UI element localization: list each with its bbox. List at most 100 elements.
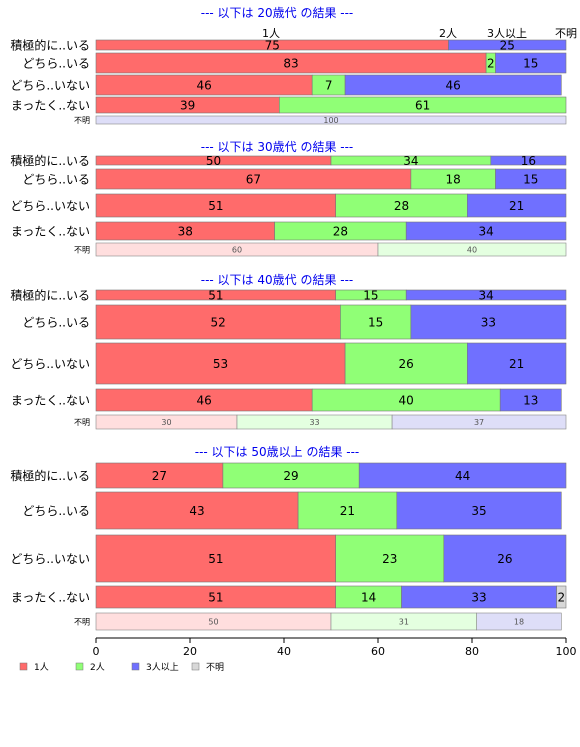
bar-segment xyxy=(95,491,299,530)
row-label: どちら..いる xyxy=(22,57,90,71)
unknown-segment-label: 60 xyxy=(232,246,242,255)
bar-segment xyxy=(340,304,412,340)
unknown-segment-label: 37 xyxy=(474,418,484,427)
row-label: まったく..ない xyxy=(11,225,90,239)
bar-segment-label: 2 xyxy=(487,57,495,71)
group-title: --- 以下は 20歳代 の結果 --- xyxy=(201,6,354,20)
bar-segment-label: 51 xyxy=(208,289,223,303)
x-tick-label: 100 xyxy=(556,645,577,658)
bar-segment xyxy=(443,534,567,583)
bar-segment xyxy=(490,155,567,166)
row-label: まったく..ない xyxy=(11,591,90,605)
bar-segment-label: 16 xyxy=(521,154,536,168)
unknown-segment-label: 40 xyxy=(467,246,477,255)
bar-segment xyxy=(405,289,567,301)
bar-segment-label: 13 xyxy=(523,394,538,408)
unknown-segment-label: 50 xyxy=(208,618,218,627)
legend-swatch xyxy=(191,662,200,671)
row-label: まったく..ない xyxy=(11,394,90,408)
top-category-label: 2人 xyxy=(439,27,457,40)
unknown-segment-label: 18 xyxy=(514,618,524,627)
legend-swatch xyxy=(19,662,28,671)
bar-segment xyxy=(466,342,567,385)
bar-segment-label: 18 xyxy=(446,173,461,187)
group-title: --- 以下は 50歳以上 の結果 --- xyxy=(195,445,360,459)
group-title: --- 以下は 40歳代 の結果 --- xyxy=(201,273,354,287)
row-label: どちら..いない xyxy=(10,199,90,213)
bar-segment-label: 67 xyxy=(246,173,261,187)
top-category-label: 3人以上 xyxy=(487,27,527,40)
x-tick-label: 20 xyxy=(183,645,197,658)
bar-segment-label: 15 xyxy=(523,173,538,187)
bar-segment-label: 23 xyxy=(382,552,397,566)
bar-segment-label: 46 xyxy=(196,394,211,408)
bar-segment-label: 26 xyxy=(497,552,512,566)
bar-segment-label: 7 xyxy=(325,79,333,93)
bar-segment-label: 25 xyxy=(500,39,515,53)
bar-segment-label: 27 xyxy=(152,469,167,483)
bar-segment-label: 28 xyxy=(333,225,348,239)
bar-segment-label: 51 xyxy=(208,552,223,566)
bar-segment xyxy=(95,342,346,385)
x-tick-label: 80 xyxy=(465,645,479,658)
bar-segment xyxy=(344,74,562,96)
bar-segment-label: 52 xyxy=(211,316,226,330)
x-tick-label: 60 xyxy=(371,645,385,658)
bar-segment xyxy=(358,462,567,489)
bar-segment-label: 39 xyxy=(180,99,195,113)
bar-segment-label: 44 xyxy=(455,469,470,483)
bar-segment xyxy=(95,304,341,340)
bar-segment-label: 46 xyxy=(446,79,461,93)
bar-segment xyxy=(499,388,562,412)
bar-segment-label: 43 xyxy=(189,504,204,518)
group-title: --- 以下は 30歳代 の結果 --- xyxy=(201,140,354,154)
bar-segment xyxy=(448,39,567,51)
bar-segment-label: 35 xyxy=(471,504,486,518)
unknown-bar-segment xyxy=(391,414,567,430)
bar-segment xyxy=(410,304,567,340)
bar-segment-label: 50 xyxy=(206,154,221,168)
unknown-row-label: 不明 xyxy=(74,418,90,427)
unknown-row-label: 不明 xyxy=(74,246,90,255)
bar-segment-label: 40 xyxy=(399,394,414,408)
unknown-bar-segment xyxy=(377,242,567,257)
unknown-segment-label: 31 xyxy=(399,618,409,627)
top-category-label: 不明 xyxy=(555,27,577,40)
bar-segment-label: 33 xyxy=(481,316,496,330)
row-label: 積極的に..いる xyxy=(10,38,90,53)
x-tick-label: 40 xyxy=(277,645,291,658)
row-label: どちら..いない xyxy=(10,357,90,371)
row-label: どちら..いる xyxy=(22,173,90,187)
unknown-segment-label: 30 xyxy=(161,418,171,427)
row-label: どちら..いない xyxy=(10,79,90,93)
legend-swatch xyxy=(75,662,84,671)
unknown-row-label: 不明 xyxy=(74,618,90,627)
row-label: 積極的に..いる xyxy=(10,468,90,483)
legend-label: 2人 xyxy=(90,662,105,673)
row-label: 積極的に..いる xyxy=(10,288,90,303)
bar-segment-label: 53 xyxy=(213,357,228,371)
bar-segment xyxy=(495,168,567,190)
unknown-segment-label: 100 xyxy=(323,116,338,125)
bar-segment xyxy=(297,491,398,530)
x-tick-label: 0 xyxy=(93,645,100,658)
bar-segment-label: 34 xyxy=(478,289,493,303)
bar-segment xyxy=(95,462,224,489)
top-category-label: 1人 xyxy=(262,27,280,40)
legend-label: 1人 xyxy=(34,662,49,673)
bar-segment-label: 14 xyxy=(361,591,376,605)
unknown-segment-label: 33 xyxy=(309,418,319,427)
bar-segment xyxy=(466,193,567,218)
bar-segment-label: 33 xyxy=(471,591,486,605)
bar-segment-label: 15 xyxy=(363,289,378,303)
bar-segment-label: 26 xyxy=(399,357,414,371)
legend-label: 不明 xyxy=(206,662,224,673)
bar-segment-label: 15 xyxy=(523,57,538,71)
bar-segment xyxy=(222,462,360,489)
row-label: どちら..いない xyxy=(10,552,90,566)
unknown-bar-segment xyxy=(476,612,562,631)
bar-segment xyxy=(278,96,567,114)
row-label: どちら..いる xyxy=(22,316,90,330)
bar-segment xyxy=(556,585,567,609)
bar-segment xyxy=(95,534,336,583)
